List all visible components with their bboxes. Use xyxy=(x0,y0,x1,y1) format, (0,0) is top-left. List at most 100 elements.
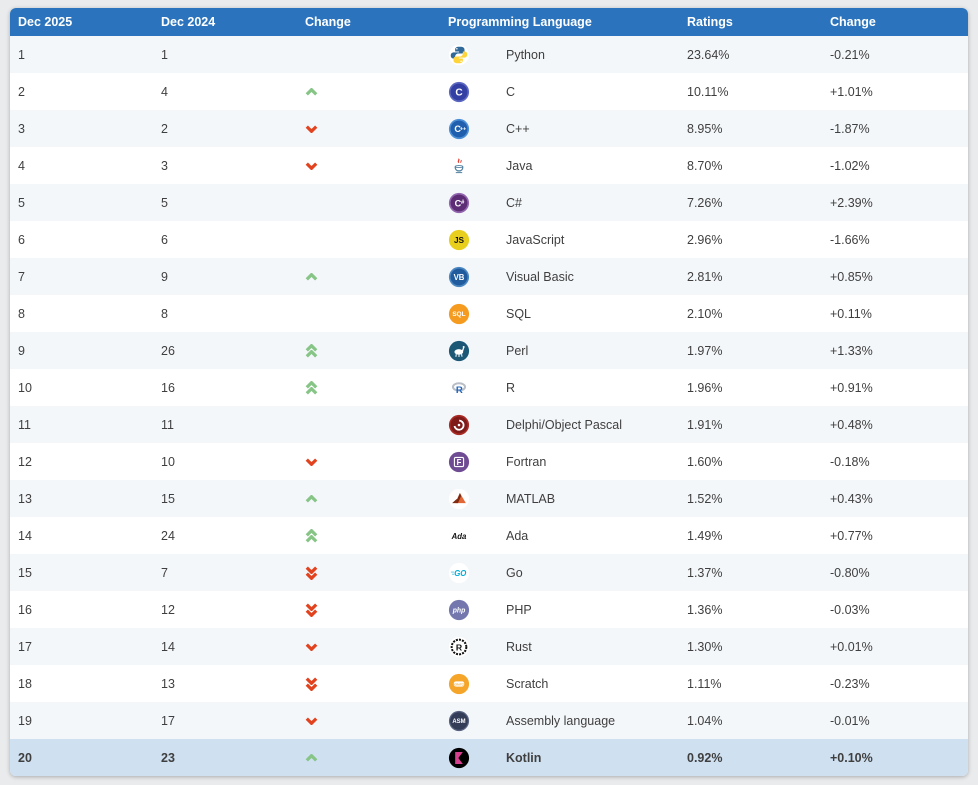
rank-current: 14 xyxy=(18,528,32,543)
table-row[interactable]: 3 2 C ++ C++ 8.95% -1.87% xyxy=(10,110,968,147)
trend-arrow-icon xyxy=(305,716,440,725)
table-row[interactable]: 4 3 Java 8.70% -1.02% xyxy=(10,147,968,184)
ratings-change: +0.11% xyxy=(830,306,872,321)
rank-current: 15 xyxy=(18,565,32,580)
rank-previous: 17 xyxy=(161,713,175,728)
ratings-value: 1.97% xyxy=(687,343,723,358)
svg-text:R: R xyxy=(456,642,463,652)
rank-previous: 1 xyxy=(161,47,168,62)
table-row[interactable]: 6 6 JS JavaScript 2.96% -1.66% xyxy=(10,221,968,258)
rank-change-cell xyxy=(297,753,440,762)
rank-current: 5 xyxy=(18,195,25,210)
table-row[interactable]: 11 11 Delphi/Object Pascal 1.91% +0.48% xyxy=(10,406,968,443)
ratings-value: 2.81% xyxy=(687,269,723,284)
table-row[interactable]: 10 16 R R 1.96% +0.91% xyxy=(10,369,968,406)
ratings-change: -1.66% xyxy=(830,232,870,247)
language-name: Visual Basic xyxy=(506,269,574,284)
rank-current: 13 xyxy=(18,491,32,506)
language-name: Rust xyxy=(506,639,532,654)
trend-arrow-icon xyxy=(305,753,440,762)
ratings-change: +0.77% xyxy=(830,528,873,543)
table-row[interactable]: 18 13 SCRATCH Scratch 1.11% -0.23% xyxy=(10,665,968,702)
svg-text:++: ++ xyxy=(460,126,466,132)
ratings-change: +1.33% xyxy=(830,343,873,358)
language-cell: R R xyxy=(440,377,679,399)
table-row[interactable]: 17 14 R Rust 1.30% +0.01% xyxy=(10,628,968,665)
column-header-dec-2024: Dec 2024 xyxy=(161,15,216,29)
table-row[interactable]: 7 9 VB Visual Basic 2.81% +0.85% xyxy=(10,258,968,295)
rank-previous: 23 xyxy=(161,750,175,765)
language-name: C++ xyxy=(506,121,530,136)
language-cell: MATLAB xyxy=(440,488,679,510)
table-row[interactable]: 8 8 SQL SQL 2.10% +0.11% xyxy=(10,295,968,332)
rank-current: 20 xyxy=(18,750,32,765)
rank-current: 6 xyxy=(18,232,25,247)
svg-text:C: C xyxy=(455,198,462,208)
language-name: Go xyxy=(506,565,523,580)
ratings-value: 1.30% xyxy=(687,639,723,654)
table-row[interactable]: 13 15 MATLAB 1.52% +0.43% xyxy=(10,480,968,517)
trend-arrow-icon xyxy=(305,380,440,395)
table-row[interactable]: 5 5 C # C# 7.26% +2.39% xyxy=(10,184,968,221)
rank-previous: 15 xyxy=(161,491,175,506)
rank-previous: 24 xyxy=(161,528,175,543)
language-name: Kotlin xyxy=(506,750,542,765)
language-cell: Perl xyxy=(440,340,679,362)
ratings-change: +2.39% xyxy=(830,195,873,210)
rank-change-cell xyxy=(297,272,440,281)
table-row[interactable]: 20 23 Kotlin 0.92% +0.10% xyxy=(10,739,968,776)
language-name: PHP xyxy=(506,602,532,617)
rank-change-cell xyxy=(297,716,440,725)
table-row[interactable]: 1 1 Python 23.64% -0.21% xyxy=(10,36,968,73)
table-body: 1 1 Python 23.64% -0.21% 2 4 C C 10.11% … xyxy=(10,36,968,776)
table-row[interactable]: 19 17 ASM Assembly language 1.04% -0.01% xyxy=(10,702,968,739)
delphi-icon xyxy=(448,414,470,436)
language-name: Assembly language xyxy=(506,713,616,728)
rank-current: 10 xyxy=(18,380,32,395)
language-cell: GO Go xyxy=(440,562,679,584)
rank-previous: 5 xyxy=(161,195,168,210)
trend-arrow-icon xyxy=(305,124,440,133)
ratings-value: 8.70% xyxy=(687,158,723,173)
kotlin-icon xyxy=(448,747,470,769)
svg-text:SCRATCH: SCRATCH xyxy=(452,682,465,686)
js-icon: JS xyxy=(448,229,470,251)
ratings-change: -0.01% xyxy=(830,713,870,728)
csharp-icon: C # xyxy=(448,192,470,214)
rank-change-cell xyxy=(297,602,440,617)
ratings-change: -1.87% xyxy=(830,121,870,136)
rank-change-cell xyxy=(297,642,440,651)
go-icon: GO xyxy=(448,562,470,584)
trend-arrow-icon xyxy=(305,87,440,96)
language-name: R xyxy=(506,380,516,395)
rank-previous: 6 xyxy=(161,232,168,247)
table-row[interactable]: 16 12 php PHP 1.36% -0.03% xyxy=(10,591,968,628)
table-row[interactable]: 2 4 C C 10.11% +1.01% xyxy=(10,73,968,110)
rank-change-cell xyxy=(297,528,440,543)
matlab-icon xyxy=(448,488,470,510)
table-row[interactable]: 15 7 GO Go 1.37% -0.80% xyxy=(10,554,968,591)
svg-text:SQL: SQL xyxy=(452,311,465,318)
svg-text:C: C xyxy=(455,87,462,98)
rank-previous: 26 xyxy=(161,343,175,358)
rank-current: 4 xyxy=(18,158,25,173)
ratings-value: 1.60% xyxy=(687,454,723,469)
rank-previous: 10 xyxy=(161,454,175,469)
svg-text:php: php xyxy=(452,607,466,614)
table-row[interactable]: 12 10 F Fortran 1.60% -0.18% xyxy=(10,443,968,480)
language-cell: R Rust xyxy=(440,636,679,658)
column-header-ratings: Ratings xyxy=(687,15,733,29)
trend-arrow-icon xyxy=(305,676,440,691)
language-cell: php PHP xyxy=(440,599,679,621)
asm-icon: ASM xyxy=(448,710,470,732)
rank-current: 2 xyxy=(18,84,25,99)
c-icon: C xyxy=(448,81,470,103)
language-cell: C # C# xyxy=(440,192,679,214)
language-name: Fortran xyxy=(506,454,547,469)
language-name: Perl xyxy=(506,343,529,358)
rank-previous: 7 xyxy=(161,565,168,580)
table-row[interactable]: 9 26 Perl 1.97% +1.33% xyxy=(10,332,968,369)
table-row[interactable]: 14 24 Ada Ada 1.49% +0.77% xyxy=(10,517,968,554)
ratings-change: +0.91% xyxy=(830,380,873,395)
svg-text:R: R xyxy=(456,384,463,395)
